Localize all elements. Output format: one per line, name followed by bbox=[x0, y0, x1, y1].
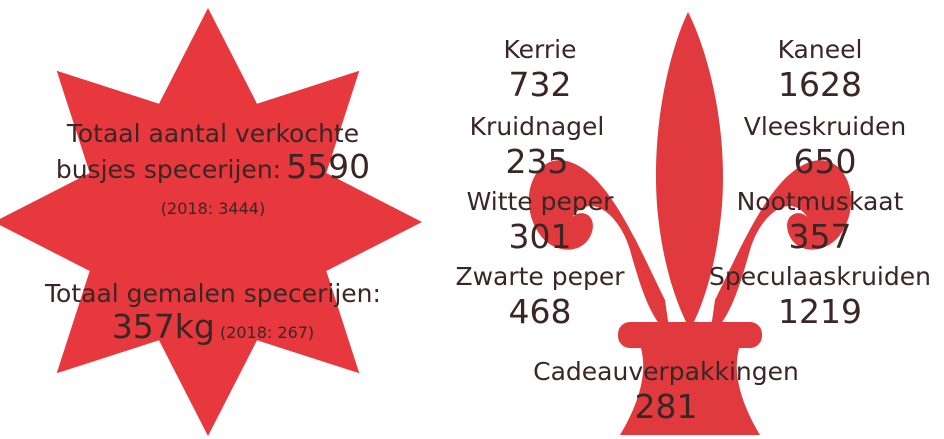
fleur-left bbox=[528, 160, 670, 335]
star-line2: busjes specerijen: 5590 bbox=[56, 147, 370, 186]
star-previous: (2018: 3444) bbox=[161, 199, 265, 218]
item-name: Kruidnagel bbox=[470, 112, 605, 141]
item-name: Vleeskruiden bbox=[744, 112, 906, 141]
ground-line: 357kg (2018: 267) bbox=[112, 307, 314, 346]
fleur-band bbox=[618, 322, 762, 348]
ground-previous: (2018: 267) bbox=[220, 323, 314, 342]
item-name: Kaneel bbox=[778, 35, 863, 64]
item-count: 281 bbox=[635, 387, 698, 426]
item-count: 357 bbox=[789, 217, 852, 256]
fleur-de-lis bbox=[528, 12, 852, 435]
item-name: Speculaaskruiden bbox=[709, 262, 931, 291]
item-count: 235 bbox=[506, 142, 569, 181]
fleur-foot bbox=[620, 345, 760, 435]
fleur-center bbox=[655, 12, 723, 330]
ground-label: Totaal gemalen specerijen: bbox=[44, 279, 381, 308]
item-name: Witte peper bbox=[467, 187, 615, 216]
star-line2-text: busjes specerijen: bbox=[56, 155, 281, 184]
item-name: Nootmuskaat bbox=[737, 187, 904, 216]
item-count: 1628 bbox=[778, 65, 862, 104]
star-shape bbox=[0, 8, 422, 436]
item-name: Cadeauverpakkingen bbox=[533, 357, 799, 386]
item-name: Zwarte peper bbox=[455, 262, 625, 291]
item-count: 1219 bbox=[778, 292, 862, 331]
item-count: 732 bbox=[509, 65, 572, 104]
star-total: 5590 bbox=[286, 147, 370, 186]
star-line1: Totaal aantal verkochte bbox=[66, 119, 359, 148]
item-count: 650 bbox=[794, 142, 857, 181]
ground-amount: 357kg bbox=[112, 307, 215, 346]
fleur-right bbox=[710, 160, 852, 335]
item-name: Kerrie bbox=[504, 35, 577, 64]
item-count: 468 bbox=[509, 292, 572, 331]
item-count: 301 bbox=[509, 217, 572, 256]
